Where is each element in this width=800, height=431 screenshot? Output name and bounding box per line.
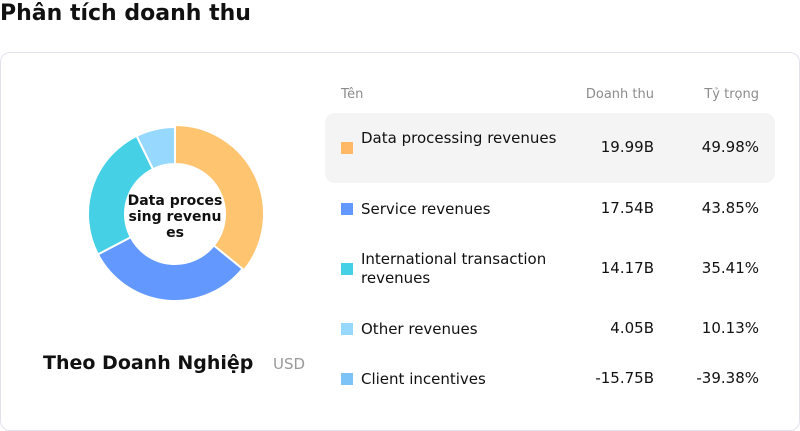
row-share: -39.38%	[696, 369, 759, 387]
row-name: Data processing revenues	[361, 129, 557, 147]
row-share: 49.98%	[701, 138, 759, 156]
legend-row[interactable]: Data processing revenues 19.99B 49.98%	[325, 113, 775, 183]
donut-chart	[87, 123, 265, 302]
row-revenue: 19.99B	[600, 138, 654, 156]
row-share: 43.85%	[701, 199, 759, 217]
row-name: International transaction revenues	[361, 250, 547, 287]
legend-row[interactable]: Service revenues 17.54B 43.85%	[325, 190, 775, 228]
donut-slice[interactable]	[135, 125, 176, 171]
legend-swatch	[341, 142, 353, 154]
legend-swatch	[341, 263, 353, 275]
legend-swatch	[341, 323, 353, 335]
header-name: Tên	[341, 87, 364, 102]
donut-slice[interactable]	[96, 235, 244, 302]
donut-slice[interactable]	[174, 123, 265, 272]
row-name: Client incentives	[361, 369, 486, 388]
row-name: Other revenues	[361, 319, 478, 338]
header-share: Tỷ trọng	[704, 87, 759, 102]
chart-subtitle: Theo Doanh Nghiệp	[43, 352, 254, 374]
row-share: 35.41%	[701, 259, 759, 277]
legend-row[interactable]: Other revenues 4.05B 10.13%	[325, 310, 775, 348]
legend-row[interactable]: Client incentives -15.75B -39.38%	[325, 360, 775, 398]
legend-swatch	[341, 373, 353, 385]
header-revenue: Doanh thu	[585, 87, 654, 102]
row-revenue: 4.05B	[610, 319, 654, 337]
donut-center-label: Data processing revenues	[127, 193, 223, 241]
row-share: 10.13%	[701, 319, 759, 337]
row-revenue: 14.17B	[600, 259, 654, 277]
row-name: Service revenues	[361, 199, 491, 218]
page-title: Phân tích doanh thu	[0, 1, 251, 26]
legend-swatch	[341, 203, 353, 215]
row-revenue: -15.75B	[595, 369, 654, 387]
row-revenue: 17.54B	[600, 199, 654, 217]
unit-label: USD	[273, 355, 306, 373]
legend-row[interactable]: International transaction revenues 14.17…	[325, 245, 775, 293]
